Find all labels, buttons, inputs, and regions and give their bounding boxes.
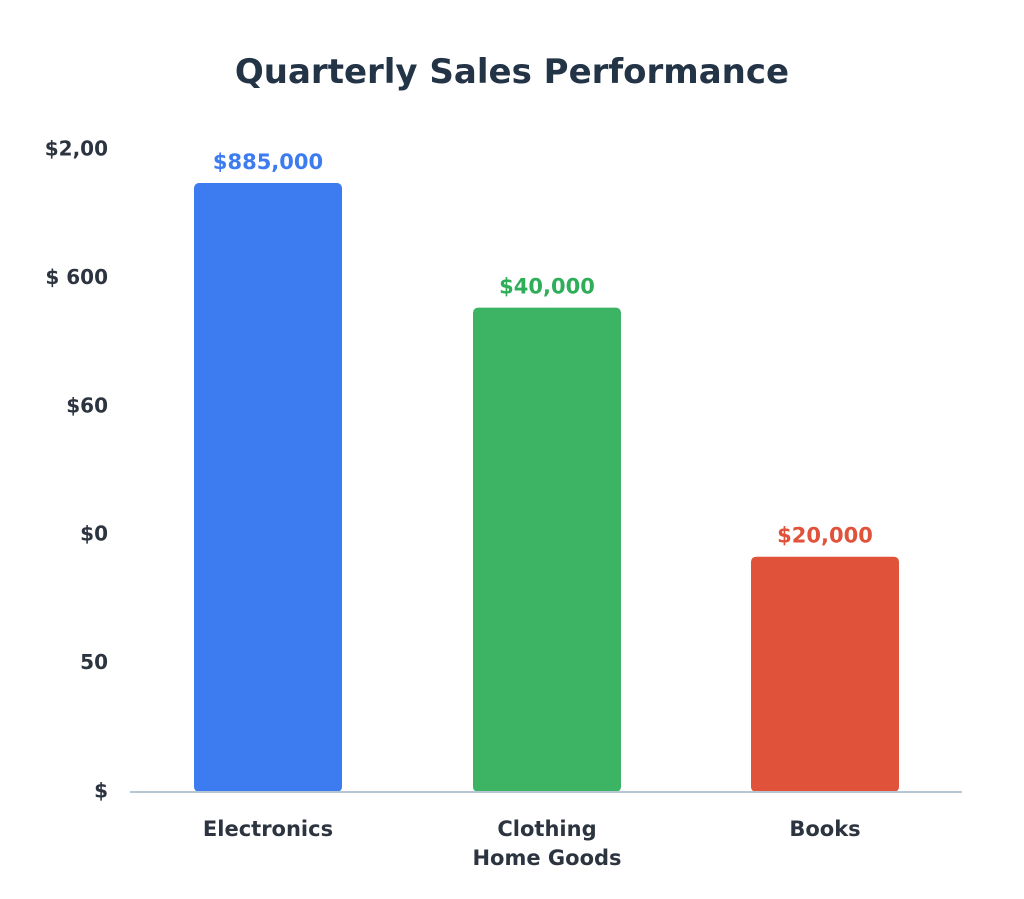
y-tick-label: 50 bbox=[80, 650, 108, 674]
category-label: Electronics bbox=[203, 817, 333, 841]
data-label: $20,000 bbox=[777, 524, 873, 548]
data-label: $40,000 bbox=[499, 275, 595, 299]
chart-title: Quarterly Sales Performance bbox=[234, 52, 790, 92]
bar bbox=[473, 307, 621, 792]
y-tick-label: $60 bbox=[66, 393, 108, 417]
y-tick-label: $ 600 bbox=[45, 265, 108, 289]
bars bbox=[194, 183, 899, 793]
category-label: Books bbox=[789, 817, 860, 841]
y-axis-ticks: $50 $0 $60 $ 600 $2,00 bbox=[45, 137, 108, 803]
data-labels: $885,000 $40,000 $20,000 bbox=[213, 150, 873, 548]
category-label: Home Goods bbox=[472, 846, 621, 870]
category-labels: Electronics Clothing Home Goods Books bbox=[203, 817, 861, 870]
category-label: Clothing bbox=[497, 817, 596, 841]
bar bbox=[194, 183, 342, 793]
data-label: $885,000 bbox=[213, 150, 323, 174]
y-tick-label: $ bbox=[94, 779, 108, 803]
y-tick-label: $0 bbox=[80, 522, 108, 546]
y-tick-label: $2,00 bbox=[45, 137, 108, 161]
bar bbox=[751, 556, 899, 792]
